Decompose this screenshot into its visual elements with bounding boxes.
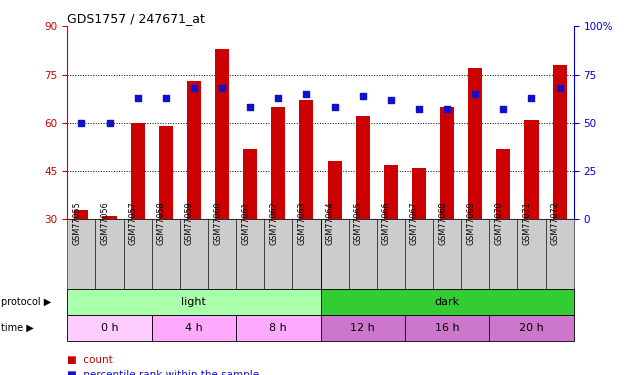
Bar bbox=[440, 107, 454, 219]
Bar bbox=[320, 289, 574, 315]
Text: 20 h: 20 h bbox=[519, 323, 544, 333]
Bar bbox=[264, 219, 292, 289]
Bar bbox=[67, 315, 152, 341]
Text: ■  count: ■ count bbox=[67, 355, 113, 365]
Text: ■  percentile rank within the sample: ■ percentile rank within the sample bbox=[67, 370, 260, 375]
Bar bbox=[187, 81, 201, 219]
Bar bbox=[271, 107, 285, 219]
Text: 4 h: 4 h bbox=[185, 323, 203, 333]
Bar bbox=[152, 219, 180, 289]
Bar bbox=[553, 65, 567, 219]
Bar bbox=[103, 216, 117, 219]
Text: GSM77067: GSM77067 bbox=[410, 201, 419, 244]
Bar bbox=[433, 219, 461, 289]
Text: GSM77057: GSM77057 bbox=[129, 201, 138, 245]
Text: GSM77066: GSM77066 bbox=[382, 201, 391, 244]
Bar bbox=[377, 219, 405, 289]
Text: GSM77059: GSM77059 bbox=[185, 201, 194, 245]
Bar bbox=[328, 161, 342, 219]
Point bbox=[526, 95, 537, 101]
Text: GSM77071: GSM77071 bbox=[522, 201, 531, 244]
Point bbox=[188, 85, 199, 91]
Text: GSM77064: GSM77064 bbox=[326, 201, 335, 244]
Bar bbox=[236, 315, 320, 341]
Text: time ▶: time ▶ bbox=[1, 323, 34, 333]
Text: GSM77070: GSM77070 bbox=[494, 201, 503, 244]
Bar bbox=[67, 219, 96, 289]
Point bbox=[358, 93, 368, 99]
Bar bbox=[96, 219, 124, 289]
Text: GSM77060: GSM77060 bbox=[213, 201, 222, 244]
Text: GSM77063: GSM77063 bbox=[297, 201, 306, 244]
Bar bbox=[67, 289, 320, 315]
Bar bbox=[461, 219, 489, 289]
Bar bbox=[131, 123, 145, 219]
Point bbox=[76, 120, 87, 126]
Point bbox=[161, 95, 171, 101]
Bar bbox=[74, 210, 88, 219]
Text: light: light bbox=[181, 297, 206, 307]
Bar bbox=[384, 165, 398, 219]
Point bbox=[498, 106, 508, 112]
Bar bbox=[299, 100, 313, 219]
Bar bbox=[320, 315, 405, 341]
Text: 0 h: 0 h bbox=[101, 323, 119, 333]
Bar bbox=[320, 219, 349, 289]
Text: 16 h: 16 h bbox=[435, 323, 460, 333]
Point bbox=[245, 104, 255, 110]
Text: GSM77072: GSM77072 bbox=[551, 201, 560, 245]
Text: GSM77055: GSM77055 bbox=[72, 201, 81, 245]
Bar bbox=[215, 49, 229, 219]
Text: GSM77056: GSM77056 bbox=[101, 201, 110, 244]
Point bbox=[414, 106, 424, 112]
Bar bbox=[517, 219, 545, 289]
Bar bbox=[468, 68, 482, 219]
Bar bbox=[405, 219, 433, 289]
Bar bbox=[489, 219, 517, 289]
Text: GSM77061: GSM77061 bbox=[241, 201, 250, 244]
Point bbox=[470, 91, 480, 97]
Bar bbox=[524, 120, 538, 219]
Bar bbox=[152, 315, 236, 341]
Point bbox=[301, 91, 312, 97]
Point bbox=[273, 95, 283, 101]
Bar bbox=[545, 219, 574, 289]
Bar bbox=[236, 219, 264, 289]
Text: GSM77058: GSM77058 bbox=[157, 201, 166, 244]
Bar bbox=[124, 219, 152, 289]
Text: GSM77068: GSM77068 bbox=[438, 201, 447, 244]
Point bbox=[133, 95, 143, 101]
Bar bbox=[349, 219, 377, 289]
Point bbox=[554, 85, 565, 91]
Point bbox=[442, 106, 453, 112]
Point bbox=[386, 97, 396, 103]
Point bbox=[104, 120, 115, 126]
Text: GSM77069: GSM77069 bbox=[466, 201, 475, 244]
Bar bbox=[489, 315, 574, 341]
Text: GSM77065: GSM77065 bbox=[354, 201, 363, 244]
Bar bbox=[180, 219, 208, 289]
Bar bbox=[243, 148, 257, 219]
Text: 12 h: 12 h bbox=[351, 323, 375, 333]
Text: GSM77062: GSM77062 bbox=[269, 201, 278, 244]
Text: 8 h: 8 h bbox=[269, 323, 287, 333]
Point bbox=[217, 85, 227, 91]
Bar bbox=[412, 168, 426, 219]
Text: dark: dark bbox=[435, 297, 460, 307]
Text: protocol ▶: protocol ▶ bbox=[1, 297, 51, 307]
Point bbox=[329, 104, 340, 110]
Bar bbox=[496, 148, 510, 219]
Bar bbox=[292, 219, 320, 289]
Bar bbox=[159, 126, 173, 219]
Bar bbox=[405, 315, 489, 341]
Text: GDS1757 / 247671_at: GDS1757 / 247671_at bbox=[67, 12, 205, 25]
Bar bbox=[208, 219, 236, 289]
Bar bbox=[356, 116, 370, 219]
